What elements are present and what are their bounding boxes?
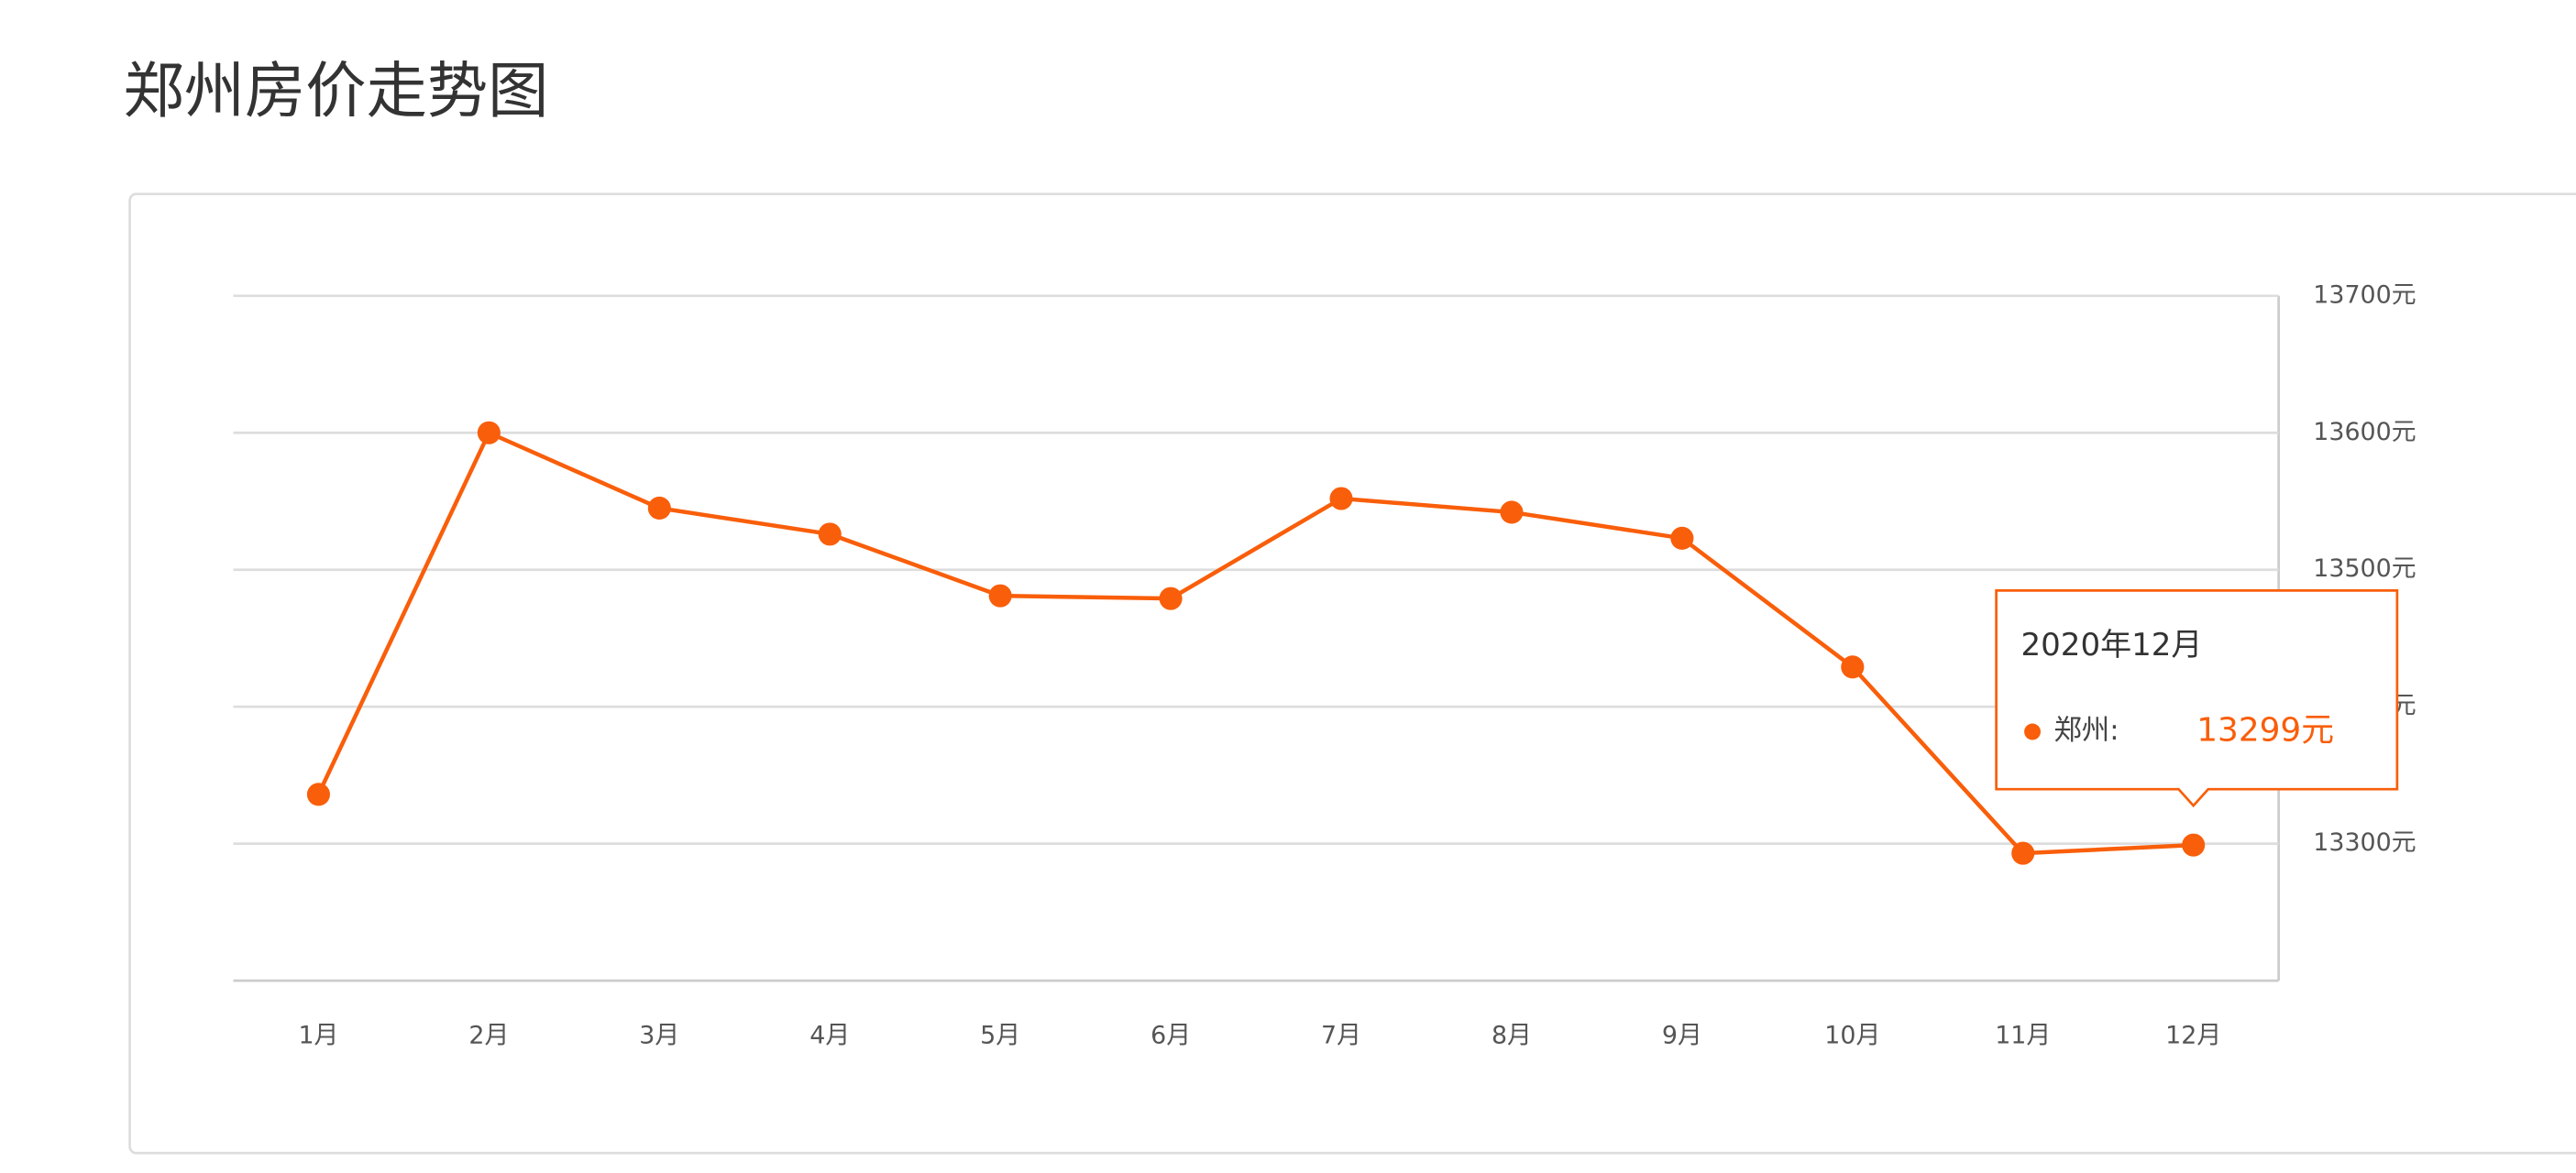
tooltip-series-name: 郑州: (2053, 715, 2119, 747)
y-tick-label: 13300元 (2313, 828, 2416, 857)
y-tick-label: 13600元 (2313, 418, 2416, 446)
x-tick-label: 4月 (809, 1022, 850, 1050)
data-point (1500, 500, 1524, 524)
data-point (1841, 655, 1865, 679)
tooltip-box (1995, 589, 2399, 808)
x-tick-label: 10月 (1824, 1022, 1880, 1050)
x-tick-label: 11月 (1995, 1022, 2051, 1050)
series-line (316, 430, 2194, 856)
x-tick-label: 5月 (980, 1022, 1020, 1050)
data-point (1670, 526, 1694, 550)
chart-title: 郑州房价走势图 (123, 55, 548, 126)
x-tick-label: 2月 (468, 1022, 509, 1050)
data-point (1329, 487, 1353, 510)
x-tick-label: 7月 (1321, 1022, 1361, 1050)
data-point (988, 584, 1012, 608)
tooltip-title: 2020年12月 (2020, 627, 2202, 663)
data-point (1159, 586, 1183, 610)
data-point (647, 496, 671, 521)
x-tick-label: 8月 (1492, 1022, 1532, 1050)
x-tick-label: 3月 (639, 1022, 679, 1050)
y-tick-label: 13500元 (2313, 554, 2416, 583)
data-point (2182, 833, 2206, 857)
tooltip-value: 13299元 (2196, 711, 2334, 749)
x-tick-label: 6月 (1150, 1022, 1191, 1050)
x-tick-label: 9月 (1662, 1022, 1702, 1050)
data-point (306, 783, 330, 806)
data-point (818, 522, 842, 546)
y-tick-label: 13700元 (2313, 280, 2416, 309)
data-point (2011, 841, 2035, 865)
x-tick-label: 12月 (2165, 1022, 2221, 1050)
x-tick-label: 1月 (298, 1022, 338, 1050)
data-point (477, 421, 501, 444)
tooltip-dot (2024, 723, 2042, 740)
